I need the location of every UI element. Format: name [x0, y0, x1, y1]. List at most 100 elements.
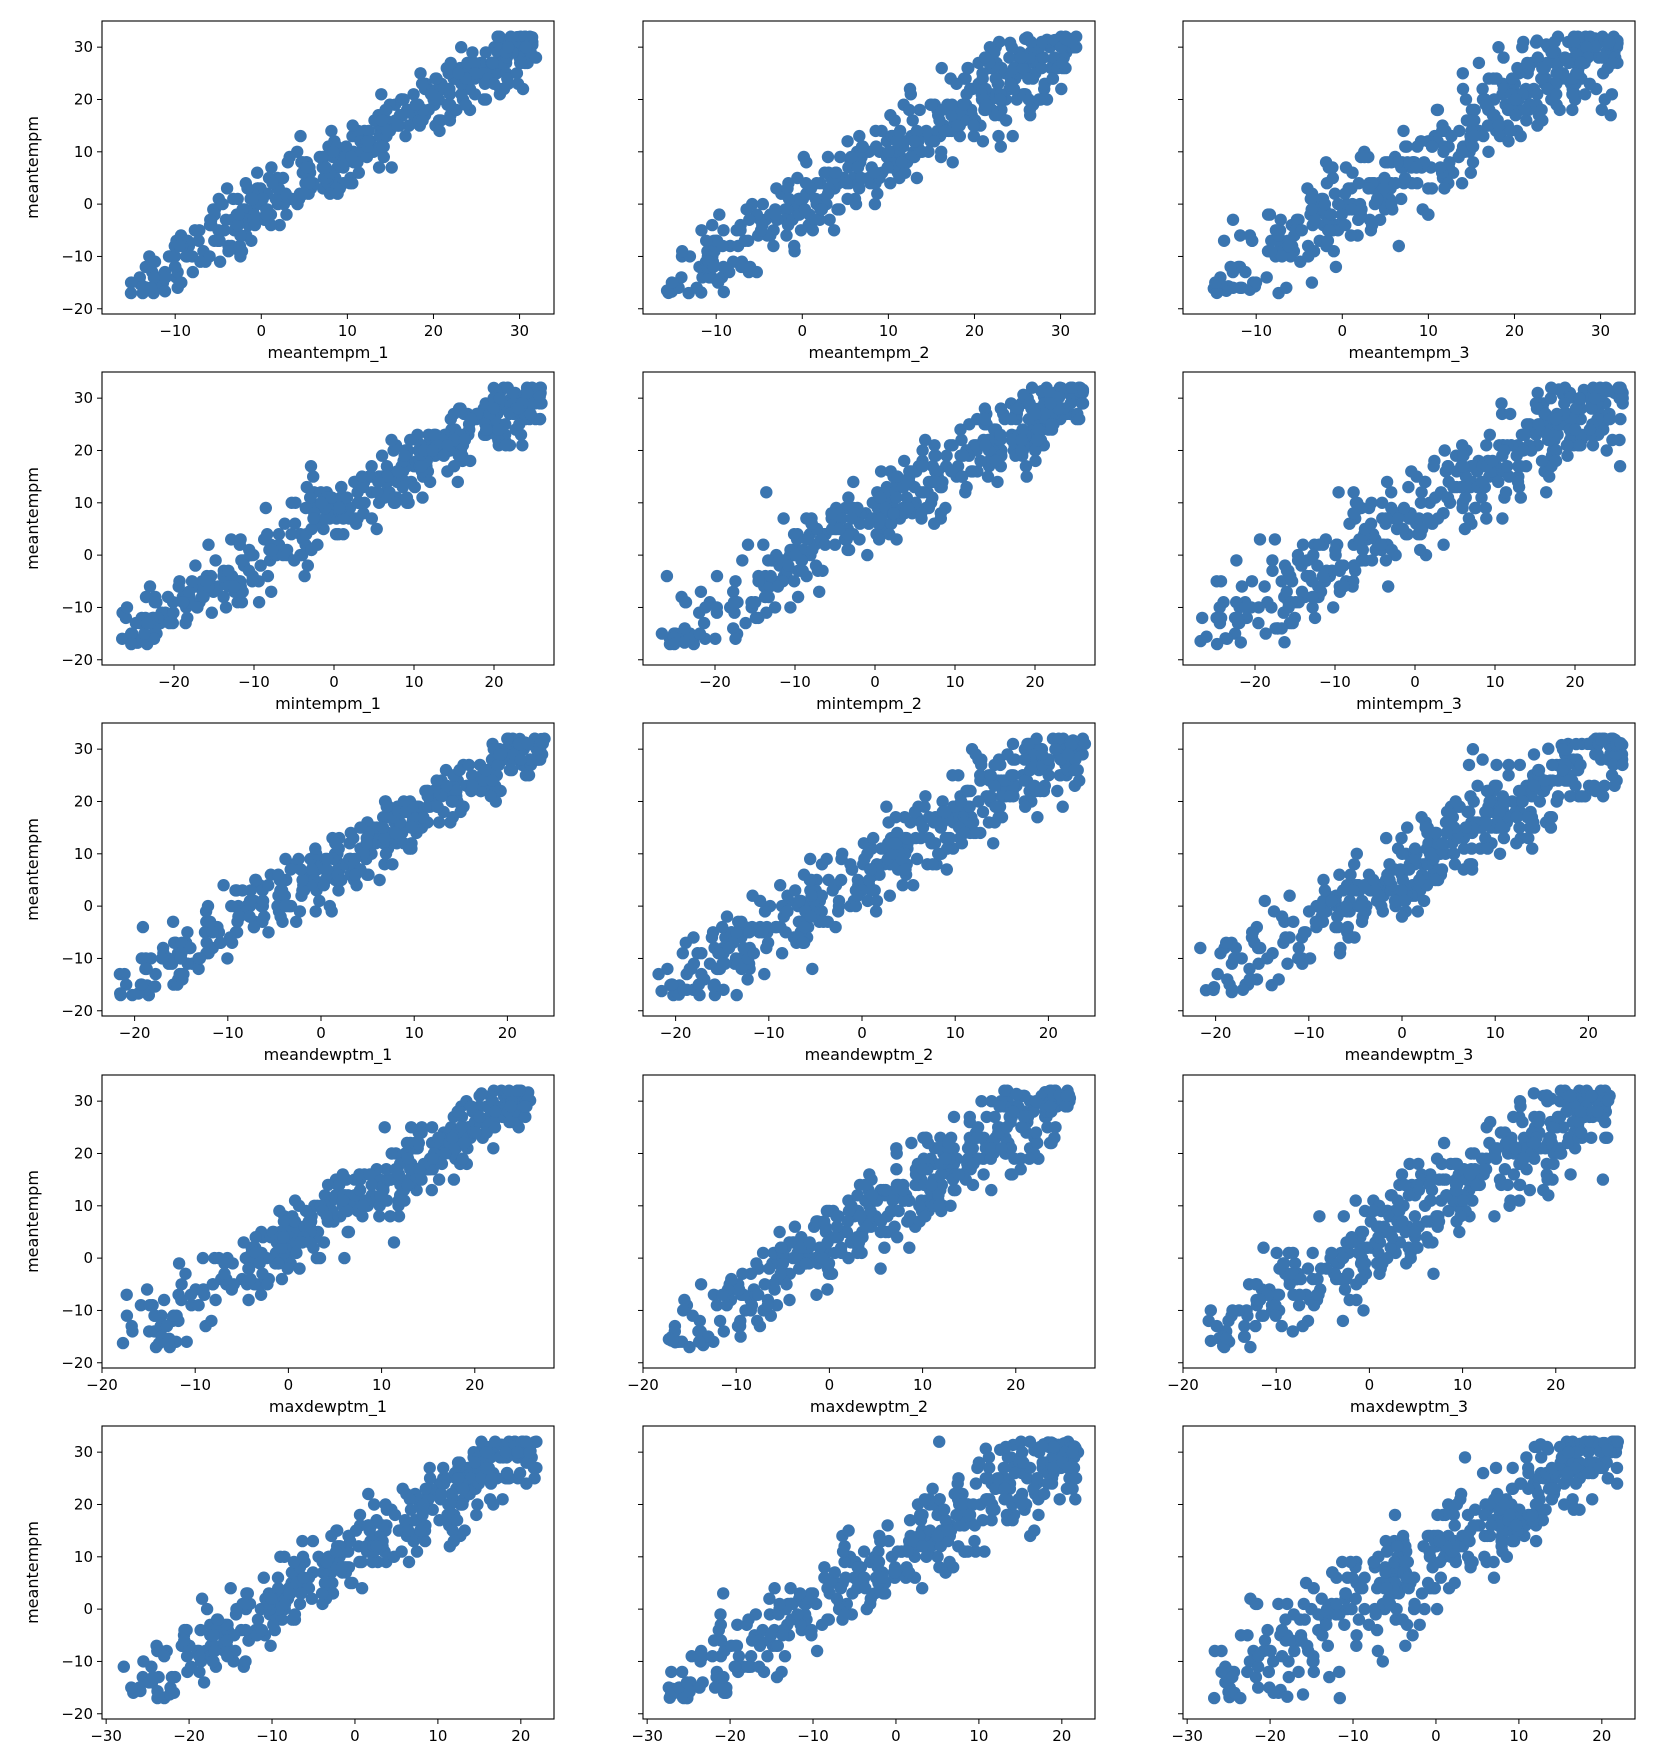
data-point	[1333, 868, 1346, 881]
data-point	[769, 208, 782, 221]
data-point	[397, 93, 410, 106]
data-point	[925, 98, 938, 111]
data-point	[1018, 800, 1032, 813]
data-point	[961, 1142, 975, 1155]
data-point	[869, 124, 882, 138]
data-point	[438, 1147, 452, 1160]
data-point	[395, 1194, 408, 1207]
data-point	[756, 1246, 770, 1260]
data-point	[465, 412, 478, 426]
data-point	[176, 596, 190, 609]
data-point	[1396, 873, 1410, 887]
x-tick-label: 0	[798, 322, 808, 340]
data-point	[1597, 67, 1610, 80]
data-point	[919, 1210, 932, 1223]
data-point	[1476, 82, 1489, 96]
scatter-points	[116, 381, 548, 651]
data-point	[1589, 748, 1602, 761]
data-point	[1297, 926, 1311, 939]
x-tick-label: 20	[1505, 322, 1524, 340]
data-point	[296, 884, 309, 897]
data-point	[874, 491, 887, 504]
data-point	[506, 386, 519, 400]
data-point	[940, 863, 953, 876]
data-point	[969, 748, 982, 761]
data-point	[1398, 171, 1412, 185]
data-point	[1573, 439, 1586, 452]
data-point	[114, 987, 127, 1000]
data-point	[290, 1246, 303, 1260]
data-point	[120, 1309, 134, 1322]
data-point	[293, 905, 307, 918]
data-point	[868, 166, 881, 179]
data-point	[148, 596, 161, 609]
data-point	[874, 1215, 888, 1228]
data-point	[1292, 952, 1305, 965]
data-point	[886, 847, 899, 860]
data-point	[975, 758, 988, 772]
data-point	[845, 150, 858, 164]
data-point	[867, 831, 880, 845]
data-point	[1275, 250, 1289, 263]
y-tick-label: 0	[83, 546, 93, 564]
data-point	[1308, 611, 1322, 625]
data-point	[1321, 234, 1335, 247]
data-point	[199, 575, 213, 588]
data-point	[277, 1215, 291, 1228]
axes-frame	[642, 722, 1096, 1017]
data-point	[1585, 1131, 1598, 1145]
data-point	[747, 947, 760, 960]
x-tick-label: −10	[1240, 322, 1272, 340]
data-point	[758, 590, 772, 604]
data-point	[784, 601, 797, 614]
data-point	[915, 145, 929, 158]
data-point	[1616, 758, 1629, 772]
data-point	[497, 82, 511, 96]
data-point	[1464, 790, 1477, 803]
data-point	[1571, 67, 1584, 80]
data-point	[781, 218, 795, 232]
data-point	[1214, 947, 1227, 960]
data-point	[917, 486, 930, 499]
x-axis-label: meantempm_1	[268, 343, 389, 363]
data-point	[1226, 281, 1240, 294]
data-point	[280, 543, 294, 557]
data-point	[936, 795, 949, 808]
data-point	[1368, 884, 1382, 897]
data-point	[1543, 811, 1557, 824]
data-point	[329, 837, 342, 850]
data-point	[851, 161, 864, 174]
data-point	[488, 1105, 502, 1118]
data-point	[935, 103, 949, 117]
data-point	[736, 554, 749, 567]
data-point	[1230, 554, 1243, 567]
data-point	[315, 496, 328, 509]
data-point	[185, 575, 199, 588]
data-point	[1612, 381, 1625, 394]
scatter-points	[660, 30, 1083, 300]
data-point	[365, 460, 378, 473]
data-point	[1004, 1142, 1018, 1155]
data-point	[1570, 737, 1583, 751]
data-point	[1269, 224, 1283, 237]
data-point	[1480, 439, 1493, 452]
data-point	[1226, 213, 1240, 226]
data-point	[1007, 82, 1021, 96]
data-point	[1550, 795, 1563, 808]
data-point	[1380, 475, 1394, 489]
data-point	[935, 61, 948, 75]
data-point	[902, 501, 915, 515]
data-point	[1049, 743, 1062, 756]
data-point	[1417, 894, 1431, 908]
data-point	[1018, 753, 1031, 766]
data-point	[1614, 737, 1627, 750]
data-point	[988, 109, 1002, 122]
data-point	[1209, 276, 1222, 289]
data-point	[734, 1330, 747, 1343]
data-point	[725, 1272, 738, 1286]
data-point	[1471, 779, 1484, 792]
data-point	[915, 507, 928, 520]
data-point	[736, 1267, 749, 1281]
data-point	[770, 182, 783, 195]
